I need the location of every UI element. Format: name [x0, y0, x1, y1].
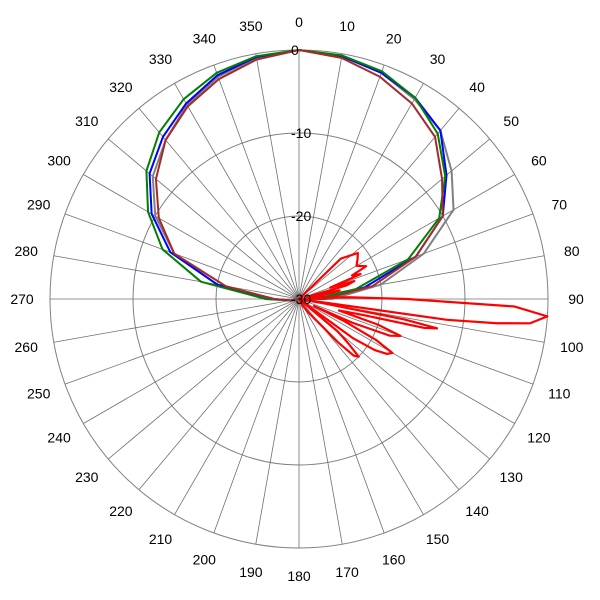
grid-spoke	[298, 298, 385, 534]
angle-tick-label: 100	[560, 339, 584, 355]
angle-tick-label: 200	[193, 551, 217, 567]
radial-tick-label: -30	[291, 291, 311, 307]
angle-tick-label: 20	[386, 31, 402, 47]
angle-tick-label: 320	[109, 79, 133, 95]
angle-tick-label: 300	[47, 153, 71, 169]
radial-tick-label: 0	[291, 42, 299, 58]
angle-tick-label: 0	[295, 14, 303, 30]
angle-tick-label: 40	[469, 79, 485, 95]
angle-tick-label: 230	[75, 469, 99, 485]
angle-tick-label: 120	[527, 430, 551, 446]
angle-tick-label: 170	[335, 564, 359, 580]
grid-spoke	[107, 138, 300, 300]
grid-spoke	[298, 298, 534, 385]
angle-tick-label: 140	[465, 503, 489, 519]
grid-spoke	[83, 174, 300, 300]
grid-spoke	[138, 298, 300, 491]
angle-tick-label: 260	[15, 339, 39, 355]
grid-spoke	[255, 298, 300, 545]
grid-spoke	[298, 83, 424, 300]
angle-tick-label: 160	[382, 551, 406, 567]
radial-tick-label: -20	[291, 208, 311, 224]
angle-tick-label: 80	[564, 243, 580, 259]
angle-tick-label: 50	[503, 113, 519, 129]
angle-tick-label: 10	[339, 18, 355, 34]
grid-spoke	[64, 298, 300, 385]
angle-tick-label: 150	[426, 531, 450, 547]
grid-spoke	[64, 213, 300, 300]
angle-tick-label: 240	[47, 430, 71, 446]
angle-tick-label: 310	[75, 113, 99, 129]
grid-spoke	[53, 298, 300, 343]
angle-tick-label: 110	[548, 386, 571, 402]
angle-tick-label: 270	[10, 291, 34, 307]
angle-tick-label: 290	[27, 196, 51, 212]
grid-spoke	[298, 107, 460, 300]
grid-spoke	[174, 83, 300, 300]
angle-tick-label: 30	[430, 51, 446, 67]
grid-spoke	[298, 298, 343, 545]
radial-tick-label: -10	[291, 125, 311, 141]
series-line-5	[297, 251, 549, 358]
angle-tick-label: 90	[568, 291, 584, 307]
angle-tick-label: 190	[239, 564, 263, 580]
grid-spoke	[107, 298, 300, 460]
grid-spoke	[298, 255, 545, 300]
angle-tick-label: 340	[193, 31, 217, 47]
grid-spoke	[298, 298, 515, 424]
angle-tick-label: 250	[27, 386, 51, 402]
angle-tick-label: 330	[149, 51, 173, 67]
grid-spoke	[53, 255, 300, 300]
grid-spoke	[298, 174, 515, 300]
grid-spoke	[298, 64, 385, 300]
angle-tick-label: 60	[531, 153, 547, 169]
label-layer: 0 10 20 30 40 50 60 70 80 90 100 110 120 130 140 150 160…	[10, 14, 584, 584]
angle-tick-label: 180	[287, 568, 311, 584]
grid-spoke	[298, 53, 343, 300]
angle-tick-label: 280	[15, 243, 39, 259]
grid-spoke	[174, 298, 300, 515]
series-line-4	[154, 49, 444, 302]
grid-spoke	[298, 138, 491, 300]
angle-tick-label: 70	[552, 196, 568, 212]
grid-spoke	[213, 298, 300, 534]
angle-tick-label: 130	[500, 469, 524, 485]
angle-tick-label: 350	[239, 18, 263, 34]
grid-spoke	[298, 298, 424, 515]
grid-spoke	[83, 298, 300, 424]
series-layer	[145, 49, 549, 358]
grid-spoke	[255, 53, 300, 300]
angle-tick-label: 210	[149, 531, 173, 547]
grid-spoke	[213, 64, 300, 300]
angle-tick-label: 220	[109, 503, 133, 519]
